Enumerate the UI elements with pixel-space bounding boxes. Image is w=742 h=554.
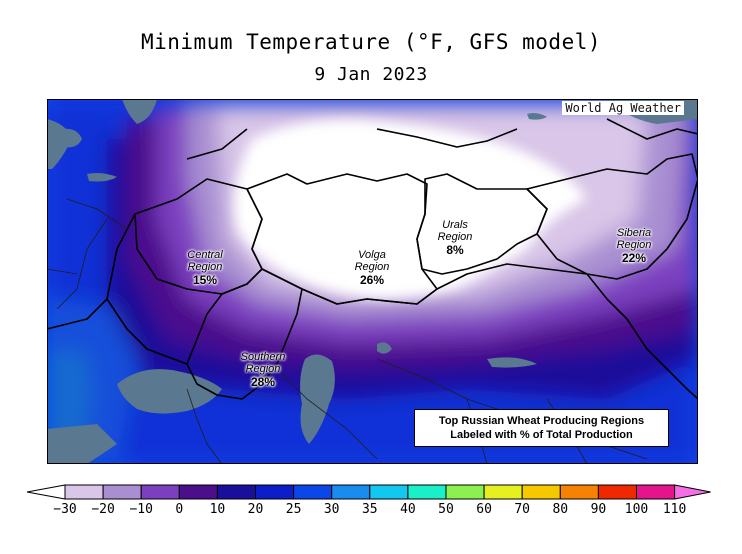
region-name-line2: Region xyxy=(187,261,223,273)
legend-cell xyxy=(255,484,295,500)
region-label-central: Central Region 15% xyxy=(175,249,235,287)
map-canvas xyxy=(47,99,698,464)
note-line2: Labeled with % of Total Production xyxy=(450,429,633,441)
legend-arrow-high xyxy=(674,484,711,500)
legend-tick-label: 35 xyxy=(361,502,378,517)
region-percent: 8% xyxy=(446,243,464,257)
legend-tick-label: −30 xyxy=(53,502,77,517)
legend-tick-label: −10 xyxy=(129,502,153,517)
legend-cell xyxy=(483,484,523,500)
legend-tick-label: 10 xyxy=(209,502,226,517)
legend-cell xyxy=(216,484,256,500)
legend-cell xyxy=(521,484,561,500)
legend-cell xyxy=(293,484,333,500)
region-name-line1: Siberia xyxy=(616,227,652,239)
region-percent: 22% xyxy=(621,251,647,265)
region-name-line2: Region xyxy=(616,239,652,251)
region-name-line2: Region xyxy=(354,261,390,273)
legend-arrow-low xyxy=(26,484,66,500)
region-name-line1: Central xyxy=(187,249,223,261)
legend-tick-label: 90 xyxy=(590,502,607,517)
note-box: Top Russian Wheat Producing Regions Labe… xyxy=(414,409,669,447)
region-label-urals: Urals Region 8% xyxy=(425,219,485,257)
note-line1: Top Russian Wheat Producing Regions xyxy=(438,415,645,427)
legend-cell xyxy=(178,484,218,500)
legend-cell xyxy=(445,484,485,500)
map-title: Minimum Temperature (°F, GFS model) xyxy=(140,30,601,54)
region-percent: 15% xyxy=(192,273,218,287)
legend-cell xyxy=(64,484,104,500)
region-label-siberia: Siberia Region 22% xyxy=(604,227,664,265)
legend-tick-label: 30 xyxy=(323,502,340,517)
region-percent: 26% xyxy=(359,273,385,287)
credit-label: World Ag Weather xyxy=(562,101,684,115)
color-legend xyxy=(26,484,711,500)
region-label-southern: Southern Region 28% xyxy=(230,351,296,389)
legend-cell xyxy=(102,484,142,500)
legend-tick-label: −20 xyxy=(91,502,115,517)
region-boundaries xyxy=(47,118,698,400)
legend-tick-label: 20 xyxy=(247,502,264,517)
map-date: 9 Jan 2023 xyxy=(314,64,428,85)
region-name-line2: Region xyxy=(245,363,281,375)
region-name-line2: Region xyxy=(437,231,473,243)
legend-cell xyxy=(636,484,676,500)
legend-cell xyxy=(140,484,180,500)
region-percent: 28% xyxy=(250,375,276,389)
legend-cell xyxy=(331,484,371,500)
legend-tick-label: 60 xyxy=(476,502,492,517)
legend-tick-label: 100 xyxy=(624,502,649,517)
legend-cell xyxy=(597,484,638,500)
legend-cell xyxy=(369,484,409,500)
legend-tick-label: 40 xyxy=(400,502,416,517)
legend-tick-label: 110 xyxy=(662,502,687,517)
region-name-line1: Volga xyxy=(358,249,386,261)
legend-tick-label: 80 xyxy=(552,502,569,517)
map-frame xyxy=(47,99,698,464)
region-name-line1: Southern xyxy=(240,351,286,363)
legend-tick-label: 25 xyxy=(285,502,302,517)
legend-tick-label: 70 xyxy=(514,502,531,517)
legend-tick-label: 50 xyxy=(438,502,454,517)
cold-core xyxy=(234,119,587,299)
temperature-map: World Ag Weather Central Region 15% Volg… xyxy=(47,99,698,464)
legend-tick-label: 0 xyxy=(175,502,184,517)
region-label-volga: Volga Region 26% xyxy=(342,249,402,287)
legend-cell xyxy=(407,484,447,500)
legend-cell xyxy=(559,484,599,500)
region-name-line1: Urals xyxy=(442,219,468,231)
